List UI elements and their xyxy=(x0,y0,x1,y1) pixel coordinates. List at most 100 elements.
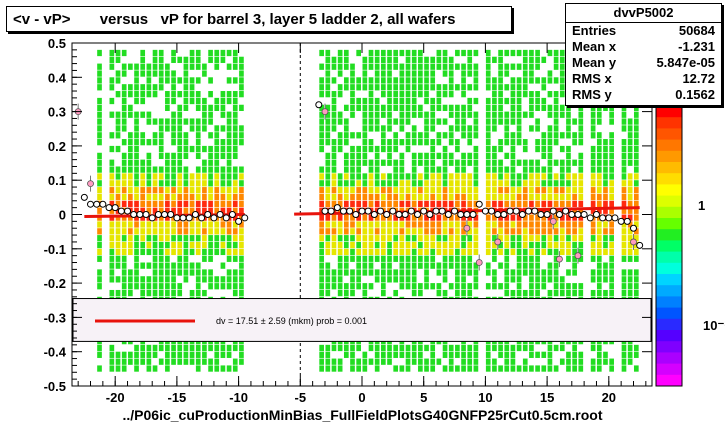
density-cell xyxy=(325,235,331,242)
density-cell xyxy=(239,84,244,91)
density-cell xyxy=(350,193,355,201)
profile-point xyxy=(222,214,230,222)
density-cell xyxy=(399,152,405,160)
density-cell xyxy=(461,241,466,249)
density-cell xyxy=(331,104,337,111)
density-cell xyxy=(498,193,503,201)
density-cell xyxy=(399,214,405,221)
density-cell xyxy=(171,228,176,235)
density-cell xyxy=(633,365,639,372)
density-cell xyxy=(239,63,244,70)
density-cell xyxy=(609,283,614,290)
density-cell xyxy=(418,63,423,70)
density-cell xyxy=(183,351,189,358)
density-cell xyxy=(128,221,133,228)
density-cell xyxy=(97,248,102,256)
density-cell xyxy=(572,180,577,187)
density-cell xyxy=(596,235,602,242)
density-cell xyxy=(319,289,324,297)
density-cell xyxy=(633,125,639,132)
density-cell xyxy=(609,118,614,125)
density-cell xyxy=(596,241,602,249)
density-cell xyxy=(158,118,164,125)
density-cell xyxy=(399,70,405,77)
profile-point xyxy=(414,211,422,218)
density-cell xyxy=(418,132,423,139)
density-cell xyxy=(226,118,232,125)
outlier-point xyxy=(549,217,557,225)
density-cell xyxy=(109,193,115,201)
density-cell xyxy=(343,173,349,180)
density-cell xyxy=(195,344,201,352)
density-cell xyxy=(405,269,411,276)
density-cell xyxy=(504,365,510,372)
density-cell xyxy=(158,255,164,262)
density-cell xyxy=(152,118,158,125)
density-cell xyxy=(195,276,201,283)
density-cell xyxy=(393,228,399,235)
density-cell xyxy=(232,365,238,372)
density-cell xyxy=(411,111,417,118)
density-cell xyxy=(146,289,152,297)
density-cell xyxy=(115,228,121,235)
density-cell xyxy=(220,166,226,173)
density-cell xyxy=(442,166,448,173)
density-cell xyxy=(208,104,213,111)
density-cell xyxy=(485,70,491,77)
density-cell xyxy=(368,187,374,194)
density-cell xyxy=(504,276,510,283)
density-cell xyxy=(319,235,324,242)
density-cell xyxy=(627,221,633,228)
density-cell xyxy=(208,283,213,290)
density-cell xyxy=(535,63,540,70)
density-cell xyxy=(424,255,429,262)
density-cell xyxy=(232,173,238,180)
profile-point xyxy=(167,211,175,218)
density-cell xyxy=(109,358,115,365)
density-cell xyxy=(146,207,152,214)
density-cell xyxy=(134,91,139,98)
density-cell xyxy=(578,289,584,297)
density-cell xyxy=(627,214,633,221)
density-cell xyxy=(485,344,491,352)
palette-step xyxy=(656,106,682,118)
density-cell xyxy=(381,283,386,290)
density-cell xyxy=(171,97,176,105)
density-cell xyxy=(128,241,133,249)
density-cell xyxy=(220,173,226,180)
density-cell xyxy=(381,262,386,269)
density-cell xyxy=(510,276,516,283)
density-cell xyxy=(461,289,466,297)
density-cell xyxy=(97,159,102,166)
density-cell xyxy=(97,132,102,139)
density-cell xyxy=(535,118,540,125)
density-cell xyxy=(220,351,226,358)
density-cell xyxy=(621,111,627,118)
density-cell xyxy=(331,145,337,153)
density-cell xyxy=(183,248,189,256)
density-cell xyxy=(485,97,491,105)
density-cell xyxy=(442,248,448,256)
density-cell xyxy=(504,193,510,201)
density-cell xyxy=(510,269,516,276)
profile-point xyxy=(235,217,243,225)
density-cell xyxy=(183,70,189,77)
density-cell xyxy=(603,187,608,194)
density-cell xyxy=(171,262,176,269)
density-cell xyxy=(331,173,337,180)
density-cell xyxy=(325,173,331,180)
density-cell xyxy=(430,145,436,153)
density-cell xyxy=(362,365,368,372)
density-cell xyxy=(510,49,516,57)
density-cell xyxy=(202,159,207,166)
density-cell xyxy=(331,91,337,98)
density-cell xyxy=(399,187,405,194)
density-cell xyxy=(202,255,207,262)
density-cell xyxy=(393,84,399,91)
density-cell xyxy=(609,145,614,153)
density-cell xyxy=(381,145,386,153)
density-cell xyxy=(356,173,361,180)
density-cell xyxy=(208,77,213,84)
density-cell xyxy=(393,159,399,166)
density-cell xyxy=(183,221,189,228)
